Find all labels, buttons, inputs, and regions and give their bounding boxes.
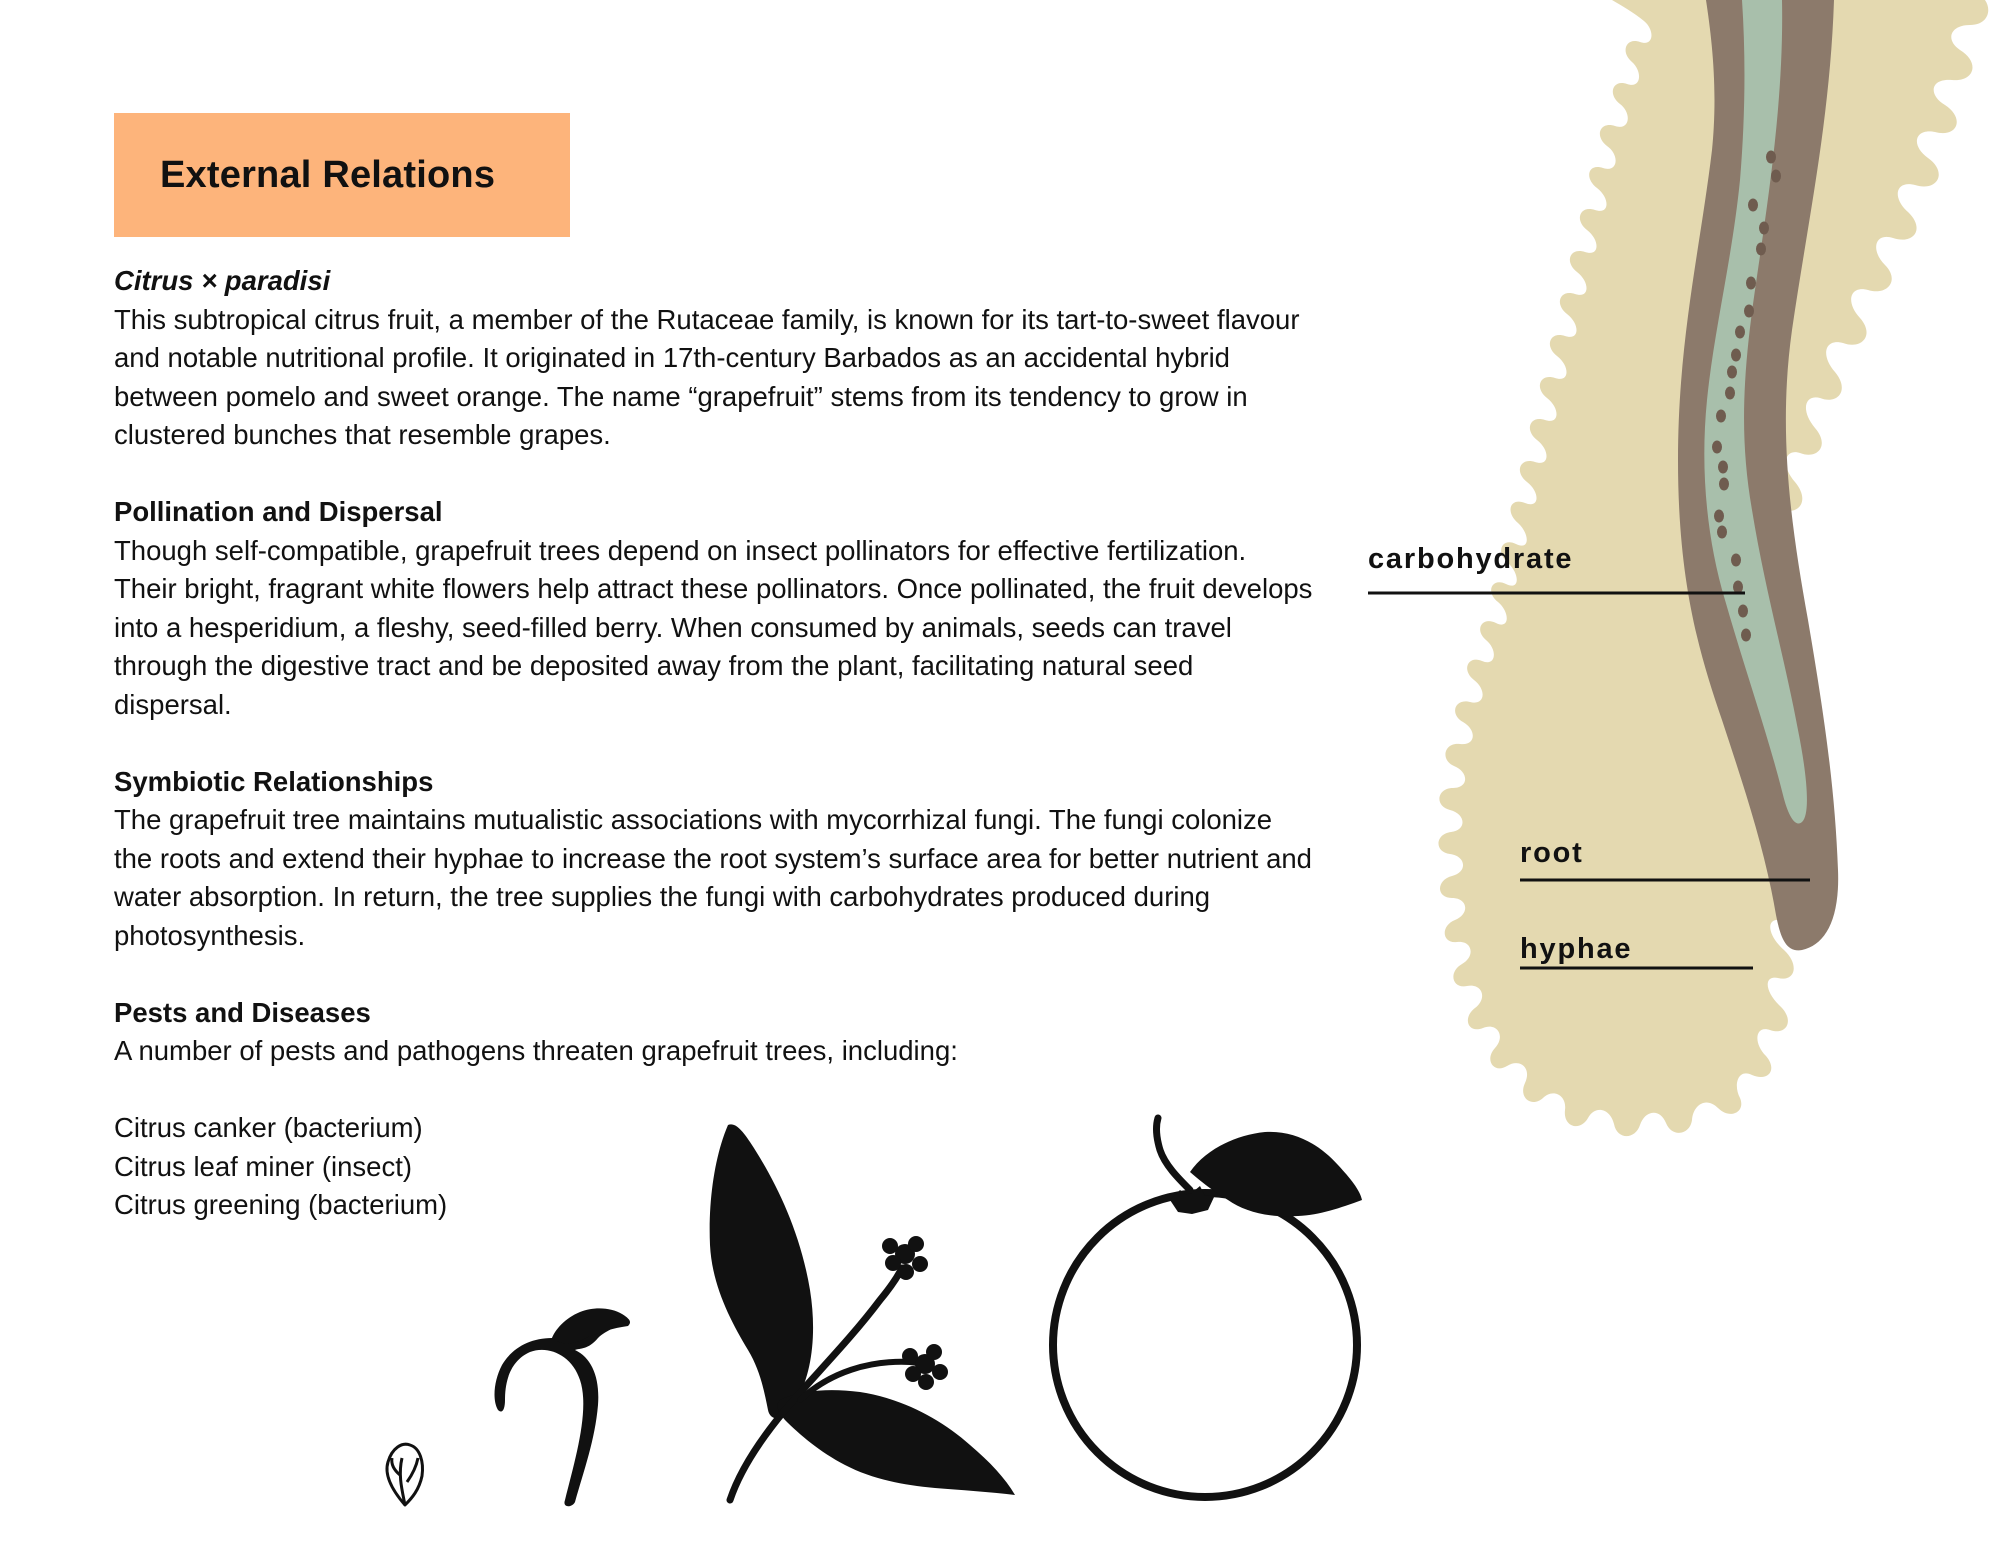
root-inner-shape (1704, 0, 1807, 824)
main-content: Citrus × paradisi This subtropical citru… (114, 262, 1314, 1225)
flowering-branch-icon (709, 1124, 1015, 1504)
root-label: root (1520, 837, 1584, 869)
flower-icon (882, 1236, 928, 1280)
pest-item: Citrus canker (bacterium) (114, 1112, 423, 1143)
species-name: Citrus × paradisi (114, 265, 331, 296)
seedling-icon (494, 1308, 630, 1507)
hyphae-label: hyphae (1520, 933, 1633, 965)
carbohydrate-dots (1712, 150, 1781, 642)
title-box: External Relations (114, 113, 570, 237)
carbohydrate-label: carbohydrate (1368, 543, 1574, 575)
pest-list: Citrus canker (bacterium) Citrus leaf mi… (114, 1109, 1314, 1225)
section-text-symbiosis: The grapefruit tree maintains mutualisti… (114, 804, 1312, 951)
section-text-pollination: Though self-compatible, grapefruit trees… (114, 534, 1313, 720)
pest-item: Citrus leaf miner (insect) (114, 1150, 412, 1182)
fruit-icon (1049, 1114, 1362, 1501)
root-outer-shape (1678, 0, 1839, 951)
section-heading-symbiosis: Symbiotic Relationships (114, 765, 434, 797)
section-text-pests: A number of pests and pathogens threaten… (114, 1035, 958, 1066)
intro-text: This subtropical citrus fruit, a member … (114, 303, 1300, 451)
section-heading-pollination: Pollination and Dispersal (114, 496, 443, 527)
page-title: External Relations (160, 153, 496, 196)
flower-icon (902, 1344, 948, 1390)
pest-item: Citrus greening (bacterium) (114, 1189, 448, 1220)
section-heading-pests: Pests and Diseases (114, 996, 371, 1028)
seed-icon (385, 1442, 424, 1507)
